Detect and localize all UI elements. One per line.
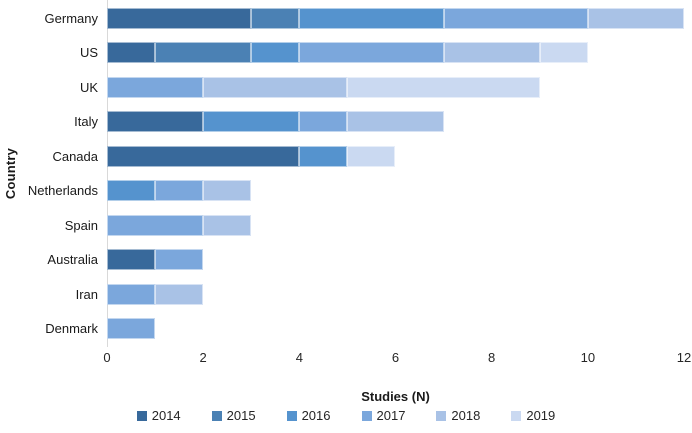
bar-segment-2016 (299, 145, 348, 167)
bar-segment-2016 (107, 180, 156, 202)
bar-segment-2018 (443, 42, 540, 64)
legend-item-2018: 2018 (436, 408, 480, 423)
bar-segment-2014 (107, 42, 156, 64)
bar-track (107, 318, 156, 340)
bar-segment-2018 (203, 180, 252, 202)
category-label: Denmark (45, 321, 98, 337)
legend-swatch-icon (511, 410, 522, 421)
y-axis-line (107, 0, 108, 347)
bar-track (107, 249, 204, 271)
x-tick-label: 0 (103, 350, 111, 365)
bar-segment-2014 (107, 145, 300, 167)
bar-segment-2014 (107, 249, 156, 271)
legend-label: 2016 (301, 408, 331, 423)
x-tick-label: 10 (580, 350, 596, 365)
bar-track (107, 111, 444, 133)
category-label: Netherlands (27, 183, 98, 199)
bar-segment-2017 (155, 249, 204, 271)
x-axis-title-text: Studies (N) (361, 389, 430, 404)
legend: 2014 2015 2016 2017 2018 2019 (0, 408, 692, 423)
bar-segment-2018 (155, 283, 204, 305)
x-tick-label: 12 (676, 350, 692, 365)
x-axis-title: Studies (N) (107, 389, 684, 404)
bar-segment-2017 (155, 180, 204, 202)
bar-segment-2017 (299, 111, 348, 133)
bar-segment-2016 (203, 111, 300, 133)
bar-track (107, 180, 252, 202)
bar-row: Canada (0, 139, 692, 174)
bar-segment-2019 (539, 42, 588, 64)
bar-segment-2017 (443, 7, 588, 29)
legend-item-2016: 2016 (286, 408, 331, 423)
bar-row: Denmark (0, 312, 692, 347)
bar-segment-2019 (347, 76, 540, 98)
legend-label: 2019 (526, 408, 556, 423)
legend-swatch-icon (286, 410, 297, 421)
legend-swatch-icon (136, 410, 147, 421)
category-label: Canada (52, 148, 98, 164)
bar-segment-2016 (299, 7, 444, 29)
bar-track (107, 7, 684, 29)
x-tick-label: 4 (295, 350, 303, 365)
bar-row: Netherlands (0, 174, 692, 209)
bar-segment-2014 (107, 111, 204, 133)
bar-row: Iran (0, 277, 692, 312)
bar-rows: Germany US UK Italy Canada Netherlands Spain Au… (0, 1, 692, 346)
x-axis-ticks: 0 2 4 6 8 10 12 (0, 350, 692, 366)
bar-segment-2017 (299, 42, 444, 64)
legend-swatch-icon (211, 410, 222, 421)
bar-segment-2019 (347, 145, 396, 167)
legend-label: 2017 (376, 408, 406, 423)
category-label: Iran (75, 286, 98, 302)
bar-row: UK (0, 70, 692, 105)
bar-track (107, 76, 540, 98)
x-tick-label: 8 (488, 350, 496, 365)
bar-segment-2016 (251, 42, 300, 64)
legend-label: 2018 (451, 408, 481, 423)
bar-segment-2015 (251, 7, 300, 29)
bar-segment-2018 (587, 7, 684, 29)
bar-row: Germany (0, 1, 692, 36)
category-label: US (79, 45, 98, 61)
category-label: Spain (64, 217, 98, 233)
legend-swatch-icon (436, 410, 447, 421)
bar-row: Australia (0, 243, 692, 278)
category-label: Germany (44, 10, 98, 26)
bar-row: Italy (0, 105, 692, 140)
bar-segment-2015 (155, 42, 252, 64)
bar-segment-2018 (347, 111, 444, 133)
bar-track (107, 214, 252, 236)
bar-segment-2018 (203, 76, 348, 98)
bar-track (107, 283, 204, 305)
legend-label: 2015 (226, 408, 256, 423)
bar-segment-2017 (107, 76, 204, 98)
legend-swatch-icon (361, 410, 372, 421)
bar-row: Spain (0, 208, 692, 243)
bar-track (107, 145, 396, 167)
bar-segment-2014 (107, 7, 252, 29)
legend-item-2014: 2014 (136, 408, 181, 423)
bar-track (107, 42, 588, 64)
category-label: Italy (74, 114, 98, 130)
legend-item-2017: 2017 (361, 408, 406, 423)
legend-item-2019: 2019 (511, 408, 555, 423)
bar-segment-2017 (107, 283, 156, 305)
legend-label: 2014 (151, 408, 181, 423)
x-tick-label: 6 (391, 350, 400, 365)
bar-segment-2017 (107, 214, 204, 236)
category-label: UK (79, 79, 98, 95)
bar-segment-2018 (203, 214, 252, 236)
x-tick-label: 2 (199, 350, 207, 365)
legend-item-2015: 2015 (211, 408, 256, 423)
bar-row: US (0, 36, 692, 71)
category-label: Australia (47, 252, 98, 268)
bar-segment-2017 (107, 318, 156, 340)
